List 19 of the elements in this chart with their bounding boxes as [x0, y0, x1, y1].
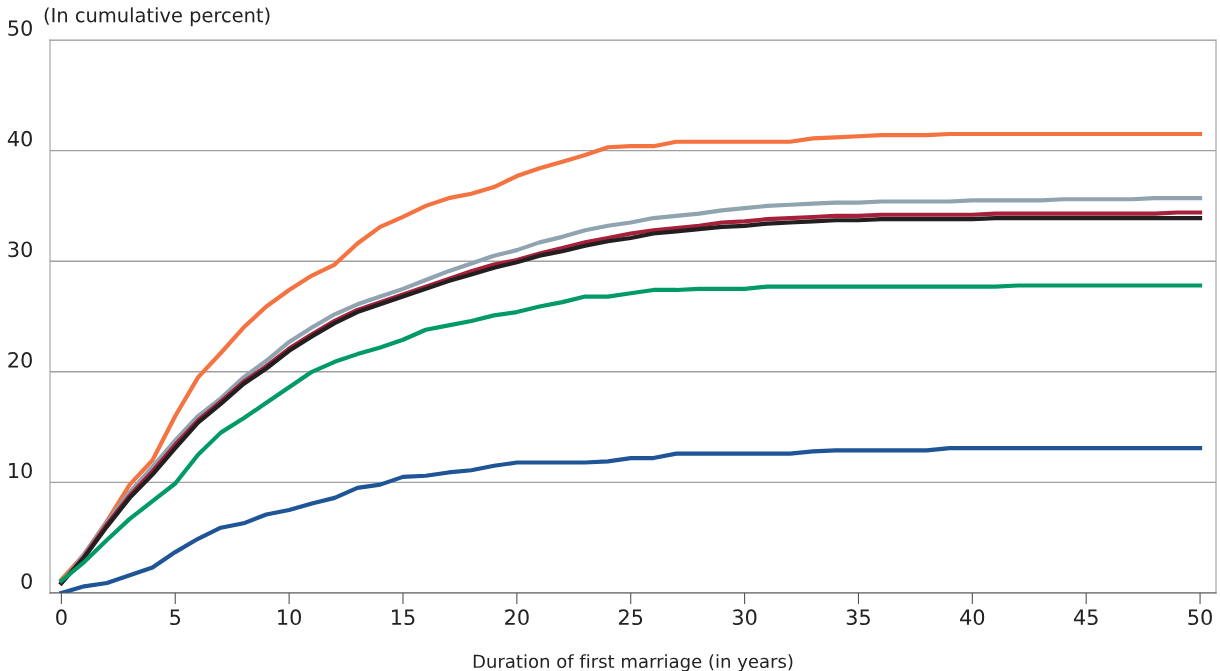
x-tick-label: 25: [618, 609, 643, 626]
x-tick-label: 0: [56, 609, 67, 626]
x-tick-label: 5: [170, 609, 181, 626]
x-tick-label: 45: [1073, 609, 1098, 626]
x-axis-title: Duration of first marriage (in years): [473, 654, 793, 671]
y-tick-label: 40: [7, 130, 32, 147]
y-tick-label: 10: [9, 462, 32, 479]
y-tick-label: 30: [8, 241, 32, 258]
x-tick-label: 30: [732, 609, 757, 626]
y-axis-title: (In cumulative percent): [44, 7, 270, 27]
y-tick-label: 0: [21, 573, 32, 589]
y-tick-label: 20: [8, 352, 32, 368]
x-tick-label: 15: [392, 609, 415, 626]
x-tick-label: 40: [960, 609, 985, 626]
x-tick-label: 20: [505, 609, 529, 626]
x-tick-label: 10: [278, 609, 301, 626]
x-tick-label: 50: [1188, 609, 1212, 626]
x-tick-label: 35: [846, 609, 870, 626]
y-tick-label: 50: [8, 20, 32, 36]
